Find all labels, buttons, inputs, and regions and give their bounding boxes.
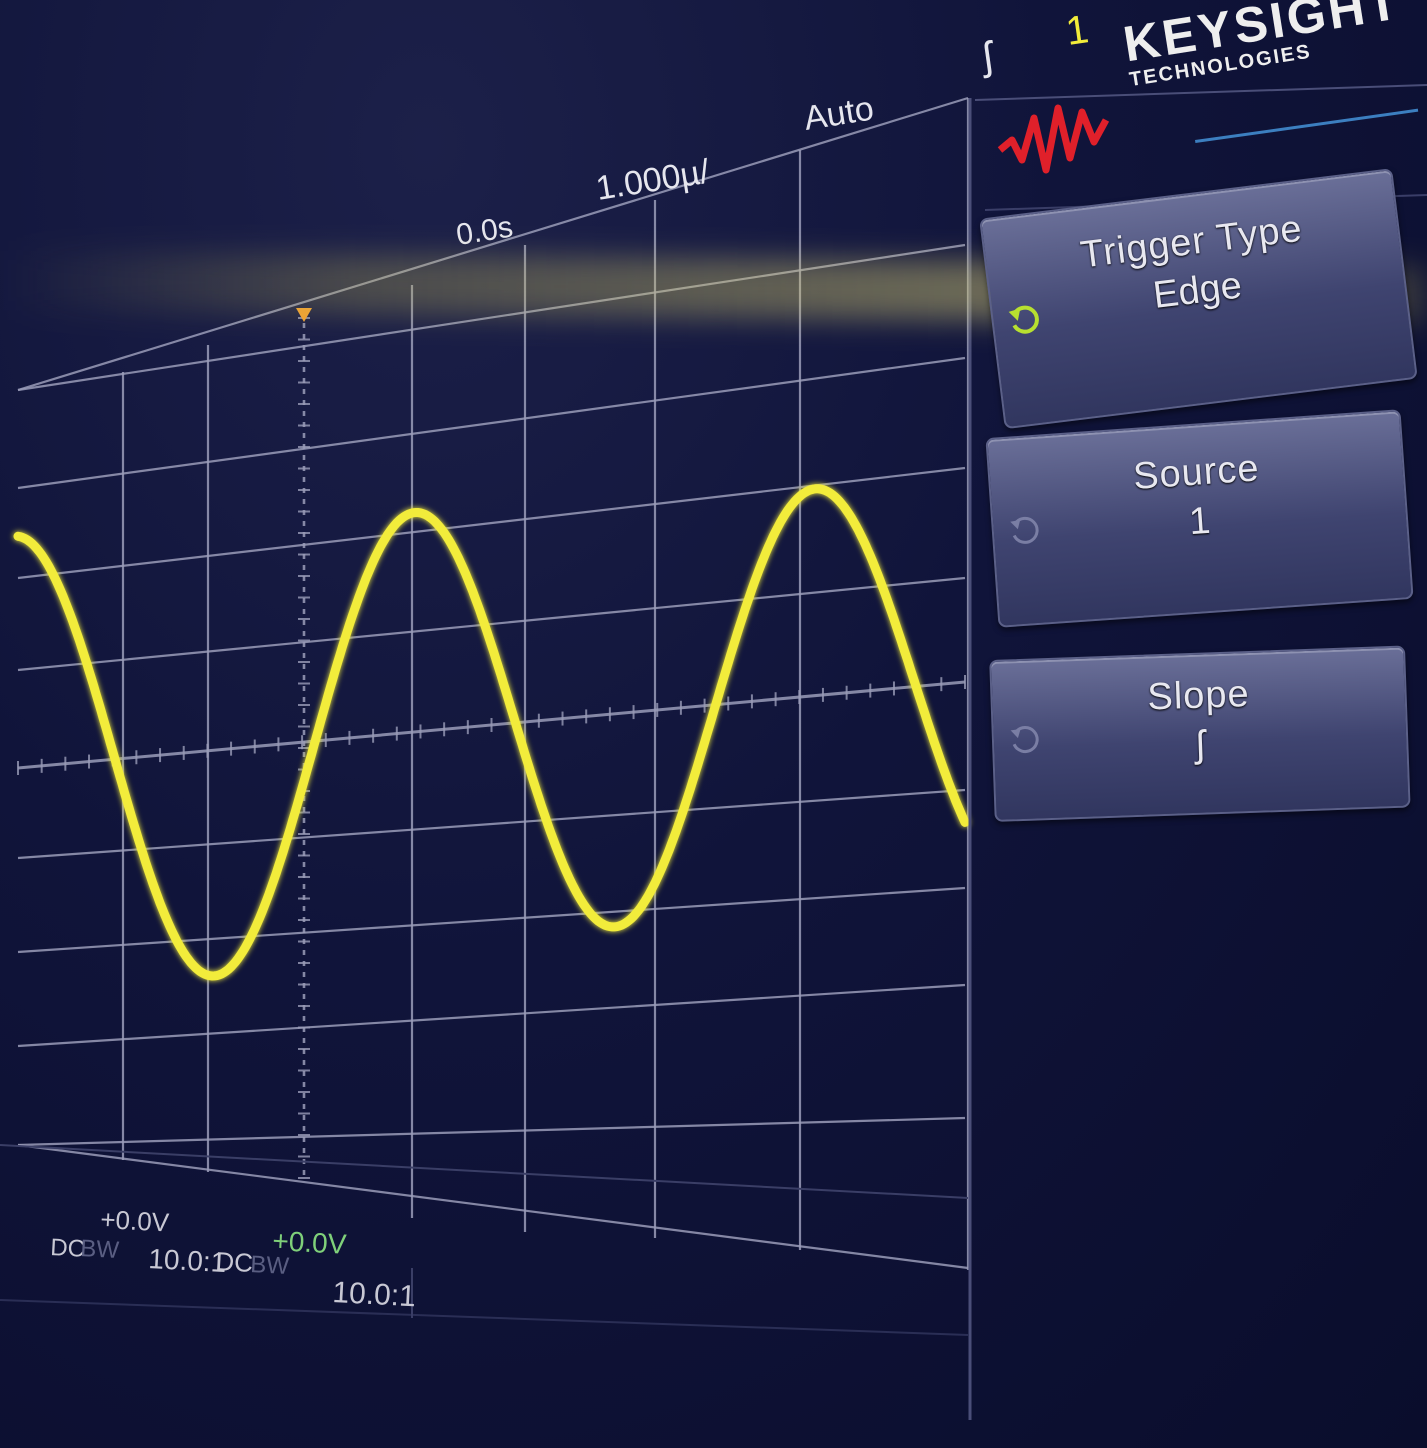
channel-2-info[interactable]: DC BW +0.0V 10.0:1 <box>215 1225 417 1313</box>
channel-1-waveform <box>13 484 970 981</box>
graticule-hline <box>17 788 966 860</box>
channel-info-bar: DC BW +0.0V 10.0:1 DC BW +0.0V 10.0:1 <box>0 1144 969 1336</box>
channel-1-coupling: DC <box>50 1234 86 1263</box>
rotate-knob-icon <box>1010 726 1039 754</box>
graticule-hline <box>17 576 966 672</box>
trigger-position-marker <box>296 308 312 322</box>
graticule-hline <box>17 243 966 392</box>
channel-1-info[interactable]: DC BW +0.0V 10.0:1 <box>50 1204 227 1278</box>
softkey-trigger-type[interactable]: Trigger Type Edge <box>979 168 1418 430</box>
graticule-hline <box>17 983 966 1048</box>
softkey-slope-value: ʃ <box>1195 723 1206 766</box>
channel-1-probe: 10.0:1 <box>148 1243 227 1278</box>
channel-1-bw: BW <box>80 1235 120 1264</box>
softkey-source[interactable]: Source 1 <box>985 409 1414 628</box>
channel-2-probe: 10.0:1 <box>332 1276 417 1313</box>
keysight-logo-icon <box>997 104 1110 174</box>
graticule-hline <box>17 356 966 490</box>
rotate-knob-icon <box>1008 305 1039 334</box>
channel-1-offset: +0.0V <box>100 1204 171 1238</box>
channel-2-offset: +0.0V <box>272 1225 348 1260</box>
channel-2-coupling: DC <box>215 1246 254 1278</box>
rotate-knob-icon <box>1010 516 1039 544</box>
softkey-slope-label: Slope <box>1146 672 1251 719</box>
softkey-slope[interactable]: Slope ʃ <box>989 645 1411 822</box>
graticule-top-border <box>17 96 969 392</box>
graticule-hline <box>17 1116 966 1147</box>
channel-2-bw: BW <box>250 1251 290 1280</box>
graticule-bottom-border <box>17 1143 969 1270</box>
